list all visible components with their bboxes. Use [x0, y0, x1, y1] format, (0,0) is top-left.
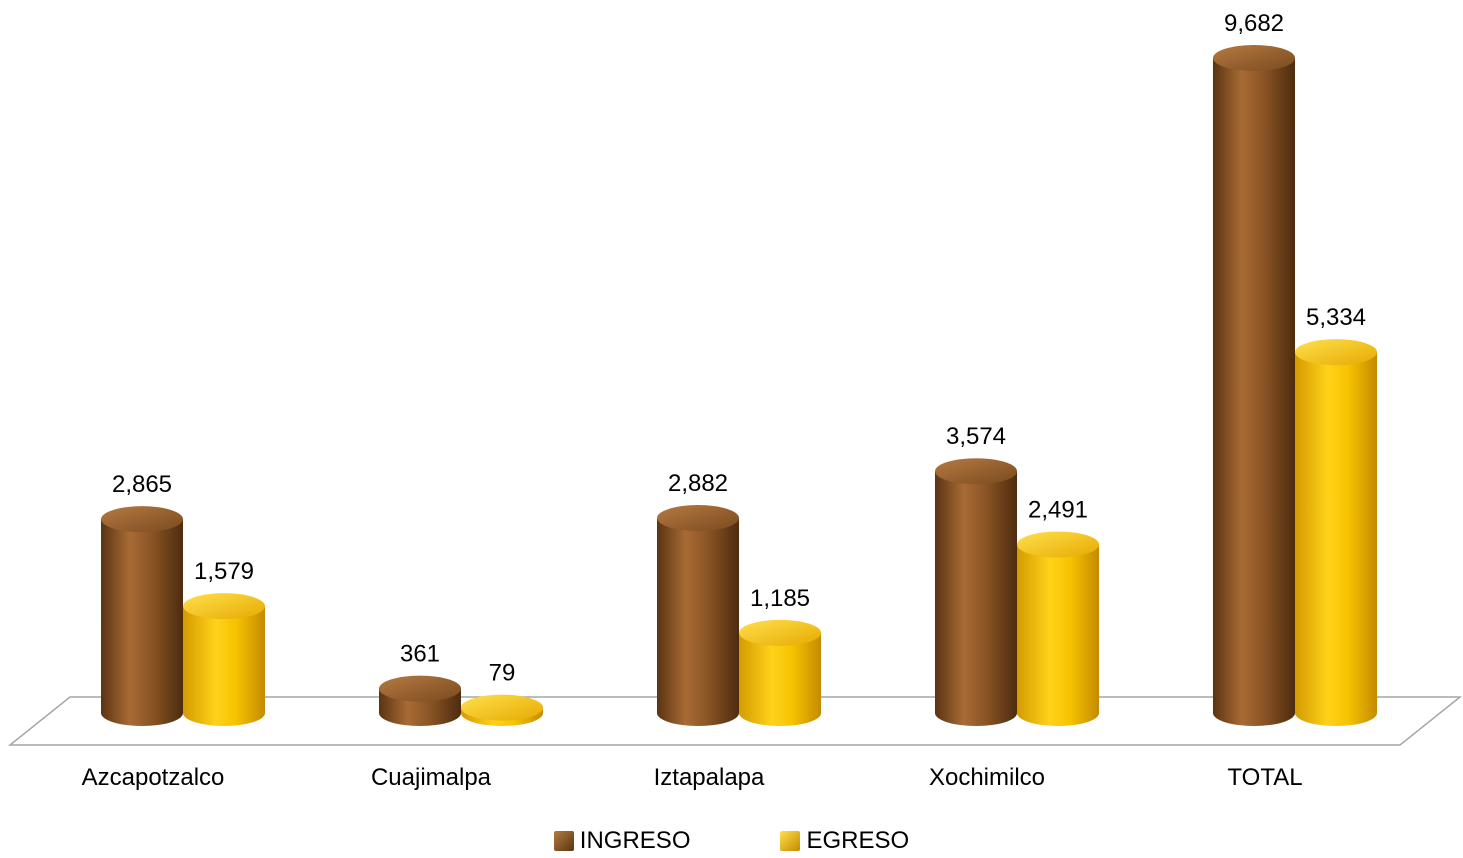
bar-egreso-total [1295, 339, 1377, 726]
bar-ingreso-total [1213, 45, 1295, 726]
bar-ingreso-azcapotzalco [101, 506, 183, 726]
value-label-egreso-azcapotzalco: 1,579 [194, 558, 254, 585]
bar-chart: 2,865 1,579 Azcapotzalco 361 79 Cuajimalpa 2,8… [7, 10, 1463, 791]
value-label-egreso-xochimilco: 2,491 [1028, 496, 1088, 523]
value-label-ingreso-xochimilco: 3,574 [946, 423, 1006, 450]
legend-swatch-ingreso [553, 831, 574, 851]
category-label-xochimilco: Xochimilco [929, 764, 1045, 791]
value-label-ingreso-azcapotzalco: 2,865 [112, 471, 172, 498]
category-label-cuajimalpa: Cuajimalpa [371, 764, 492, 791]
bar-ingreso-xochimilco [935, 458, 1017, 726]
bar-egreso-xochimilco [1017, 531, 1099, 726]
category-label-iztapalapa: Iztapalapa [654, 764, 765, 791]
bar-ingreso-cuajimalpa [379, 675, 461, 726]
value-label-egreso-iztapalapa: 1,185 [750, 585, 810, 612]
bar-egreso-azcapotzalco [183, 593, 265, 726]
bar-ingreso-iztapalapa [657, 505, 739, 726]
legend-swatch-egreso [780, 831, 801, 851]
category-label-azcapotzalco: Azcapotzalco [82, 764, 225, 791]
value-label-ingreso-cuajimalpa: 361 [400, 641, 440, 668]
bar-egreso-iztapalapa [739, 619, 821, 726]
bar-egreso-cuajimalpa [461, 694, 543, 726]
value-label-egreso-total: 5,334 [1306, 304, 1366, 331]
legend-label-ingreso: INGRESO [579, 827, 691, 854]
legend-item-ingreso: INGRESO [553, 827, 691, 855]
legend-item-egreso: EGRESO [780, 827, 909, 855]
legend: INGRESO EGRESO [0, 826, 1463, 856]
legend-label-egreso: EGRESO [806, 827, 910, 854]
value-label-egreso-cuajimalpa: 79 [489, 660, 516, 687]
value-label-ingreso-total: 9,682 [1224, 10, 1284, 37]
category-label-total: TOTAL [1227, 764, 1302, 791]
value-label-ingreso-iztapalapa: 2,882 [668, 470, 728, 497]
